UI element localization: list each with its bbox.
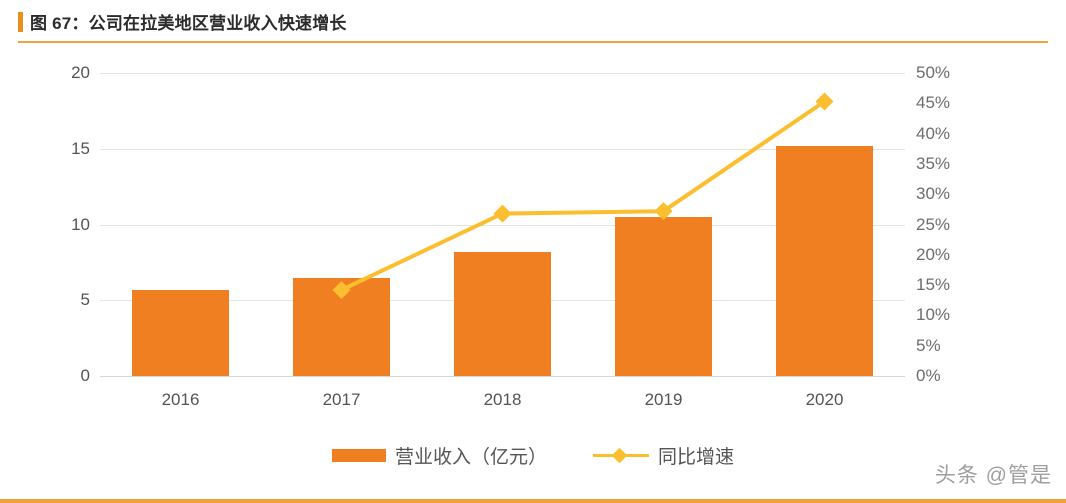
- gridline: [100, 73, 905, 74]
- right-tick-label: 45%: [916, 93, 951, 113]
- left-tick-label: 5: [80, 290, 90, 310]
- bottom-divider: [0, 499, 1066, 503]
- legend-label-growth: 同比增速: [658, 446, 735, 468]
- page-title: 图 67：公司在拉美地区营业收入快速增长: [30, 14, 347, 33]
- legend-bar-swatch-icon: [331, 448, 386, 462]
- x-tick-label-2019: 2019: [644, 390, 683, 409]
- right-tick-label: 50%: [916, 63, 951, 82]
- gridline: [100, 376, 905, 377]
- x-tick-label-2016: 2016: [161, 390, 200, 409]
- bar-2016: [132, 289, 229, 376]
- watermark: 头条 @管是: [934, 464, 1052, 487]
- legend-item-growth: 同比增速: [593, 442, 734, 469]
- left-tick-label: 20: [71, 63, 90, 82]
- left-tick-label: 10: [71, 214, 90, 234]
- right-tick-label: 25%: [916, 214, 951, 234]
- right-tick-label: 40%: [916, 123, 951, 143]
- bar-2019: [615, 216, 712, 376]
- bar-2018: [454, 251, 551, 376]
- bar-2020: [776, 145, 873, 376]
- chart-legend: 营业收入（亿元） 同比增速: [0, 438, 1066, 472]
- right-tick-label: 10%: [916, 305, 951, 325]
- x-tick-label-2018: 2018: [483, 390, 522, 409]
- right-tick-label: 0%: [916, 366, 941, 385]
- left-tick-label: 15: [71, 138, 90, 158]
- right-tick-label: 5%: [916, 335, 941, 355]
- x-tick-label-2020: 2020: [805, 390, 844, 409]
- left-tick-label: 0: [80, 366, 90, 385]
- legend-line-diamond-icon: [593, 447, 649, 464]
- x-tick-label-2017: 2017: [322, 390, 361, 409]
- title-divider: [18, 41, 1048, 43]
- right-tick-label: 30%: [916, 184, 951, 204]
- title-accent-bar: [18, 12, 23, 32]
- right-tick-label: 20%: [916, 244, 951, 264]
- bar-2017: [293, 277, 390, 376]
- legend-label-revenue: 营业收入（亿元）: [394, 446, 547, 468]
- figure-title-bar: 图 67：公司在拉美地区营业收入快速增长: [0, 0, 1066, 46]
- right-tick-label: 15%: [916, 275, 951, 295]
- plot-area: [100, 73, 905, 377]
- right-tick-label: 35%: [916, 153, 951, 173]
- legend-item-revenue: 营业收入（亿元）: [331, 442, 547, 469]
